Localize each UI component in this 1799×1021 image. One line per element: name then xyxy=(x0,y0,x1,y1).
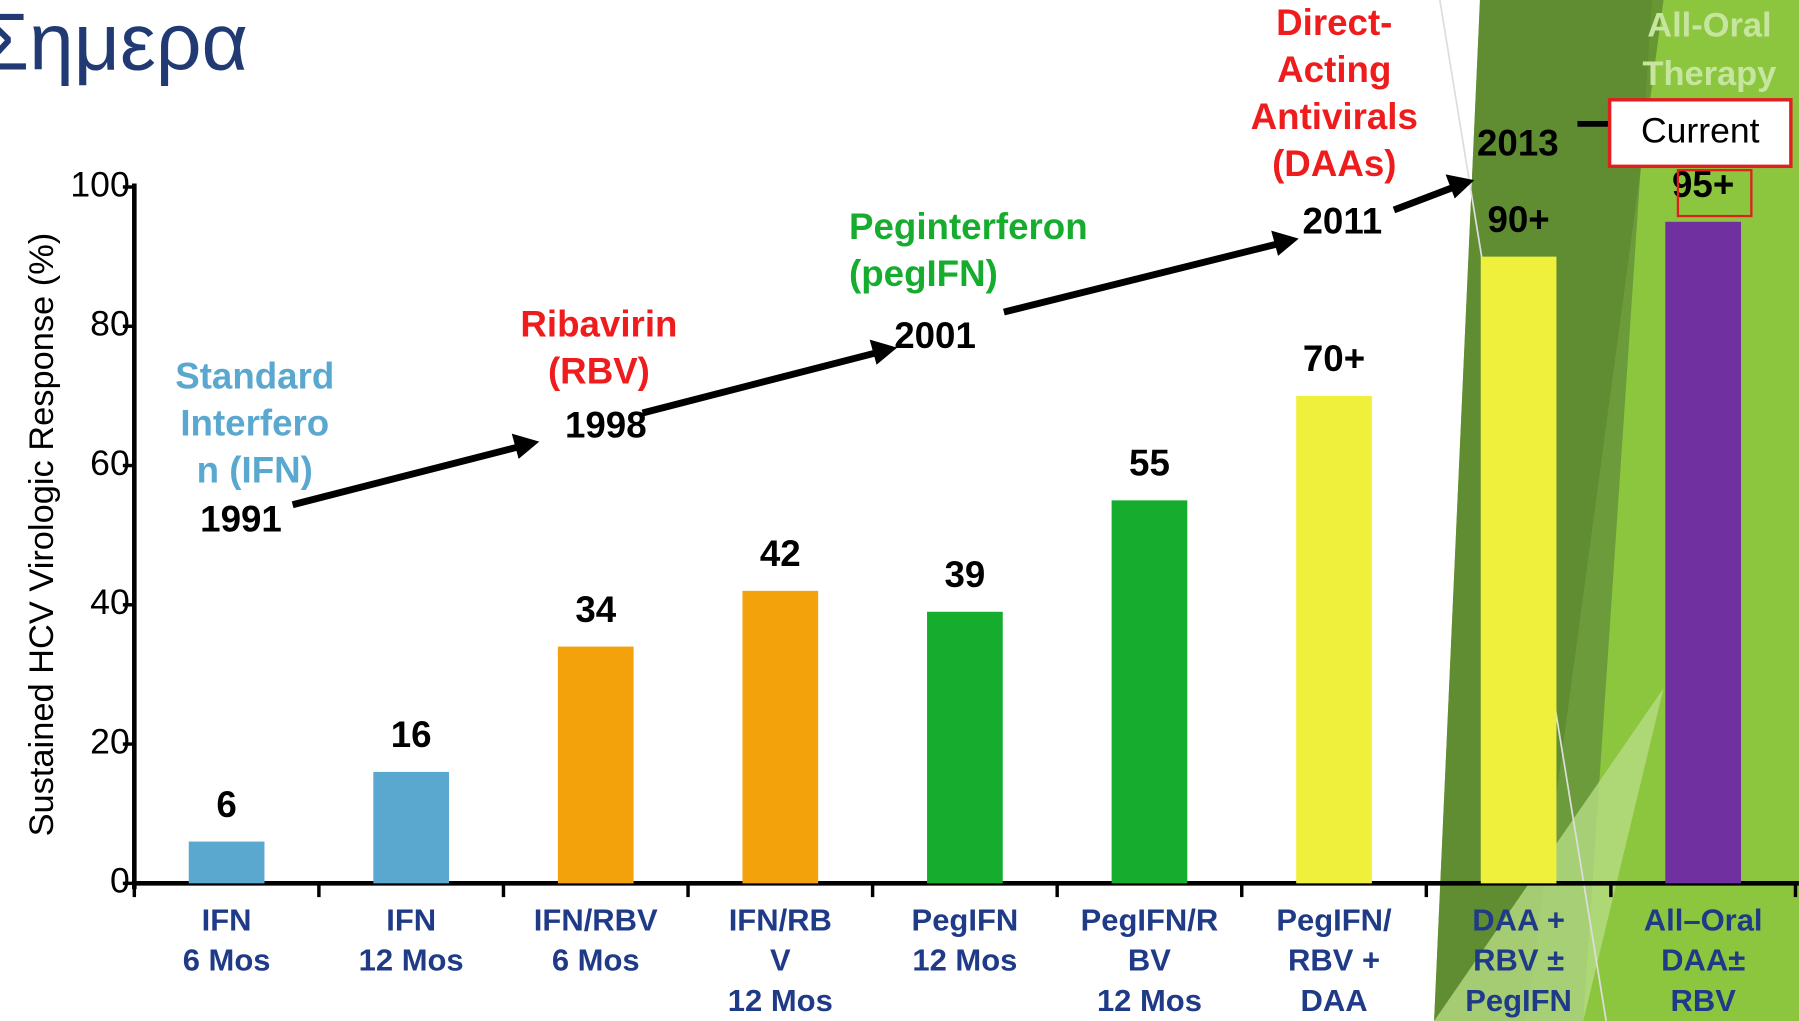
bar xyxy=(558,647,634,884)
bar xyxy=(189,842,265,884)
annotation-label: (pegIFN) xyxy=(849,253,998,294)
value-label: 39 xyxy=(944,554,985,595)
annotation-year: 2001 xyxy=(894,315,976,356)
x-tick-label: PegIFN/R xyxy=(1081,903,1219,938)
x-tick-label: DAA xyxy=(1300,983,1367,1018)
value-label: 34 xyxy=(575,589,616,630)
x-tick-label: IFN xyxy=(202,903,252,938)
bar xyxy=(1665,222,1741,884)
x-tick-label: 6 Mos xyxy=(183,943,271,978)
x-tick-label: 12 Mos xyxy=(359,943,464,978)
annotation-year: 1991 xyxy=(200,499,282,540)
annotation-label: Interfero xyxy=(180,402,329,443)
x-tick-label: IFN/RBV xyxy=(534,903,658,938)
value-label: 16 xyxy=(391,714,432,755)
bar xyxy=(1481,257,1557,884)
bar xyxy=(742,591,818,883)
x-tick-label: RBV xyxy=(1670,983,1736,1018)
x-tick-label: 12 Mos xyxy=(912,943,1017,978)
annotation-label: Ribavirin xyxy=(520,304,677,345)
bar xyxy=(927,612,1003,884)
bar xyxy=(373,772,449,883)
x-tick-label: IFN xyxy=(386,903,436,938)
annotation-label: Acting xyxy=(1277,49,1391,90)
annotation-label: Standard xyxy=(175,355,334,396)
value-label: 6 xyxy=(216,784,236,825)
x-tick-label: PegIFN/ xyxy=(1276,903,1392,938)
x-tick-label: 6 Mos xyxy=(552,943,640,978)
value-label: 90+ xyxy=(1487,199,1549,240)
page-title: Σημερα xyxy=(0,0,248,87)
x-tick-label: 12 Mos xyxy=(728,983,833,1018)
chart: Σημερα Sustained HCV Virologic Response … xyxy=(0,0,1799,1021)
annotation-label: Direct- xyxy=(1276,2,1392,43)
x-tick-label: V xyxy=(770,943,791,978)
annotation-label: n (IFN) xyxy=(197,449,313,490)
y-tick-label: 60 xyxy=(90,443,130,483)
value-label: 55 xyxy=(1129,443,1170,484)
annotation-label: Peginterferon xyxy=(849,206,1088,247)
value-label: 42 xyxy=(760,533,801,574)
y-tick-label: 100 xyxy=(70,164,129,204)
bar xyxy=(1296,396,1372,883)
x-tick-label: 12 Mos xyxy=(1097,983,1202,1018)
value-label: 70+ xyxy=(1303,338,1365,379)
x-tick-label: PegIFN xyxy=(912,903,1019,938)
annotation-label: Antivirals xyxy=(1251,96,1418,137)
x-tick-label: RBV ± xyxy=(1473,943,1564,978)
therapy-label: Therapy xyxy=(1642,55,1776,93)
y-tick-label: 20 xyxy=(90,721,130,761)
x-tick-label: RBV + xyxy=(1288,943,1380,978)
y-axis-label: Sustained HCV Virologic Response (%) xyxy=(23,233,61,837)
therapy-label: All-Oral xyxy=(1647,7,1771,45)
x-tick-label: All–Oral xyxy=(1644,903,1763,938)
x-tick-label: DAA + xyxy=(1472,903,1565,938)
current-label: Current xyxy=(1641,110,1760,150)
annotation-label: (RBV) xyxy=(548,351,650,392)
bar xyxy=(1112,500,1188,883)
y-tick-label: 0 xyxy=(110,861,130,901)
x-tick-label: BV xyxy=(1128,943,1171,978)
x-tick-label: DAA± xyxy=(1661,943,1745,978)
x-tick-label: PegIFN xyxy=(1465,983,1572,1018)
x-tick-label: IFN/RB xyxy=(729,903,832,938)
annotation-year: 2013 xyxy=(1477,122,1559,163)
y-tick-label: 80 xyxy=(90,304,130,344)
y-tick-label: 40 xyxy=(90,582,130,622)
annotation-year: 2011 xyxy=(1303,200,1383,241)
annotation-year: 1998 xyxy=(565,405,647,446)
annotation-label: (DAAs) xyxy=(1272,143,1396,184)
